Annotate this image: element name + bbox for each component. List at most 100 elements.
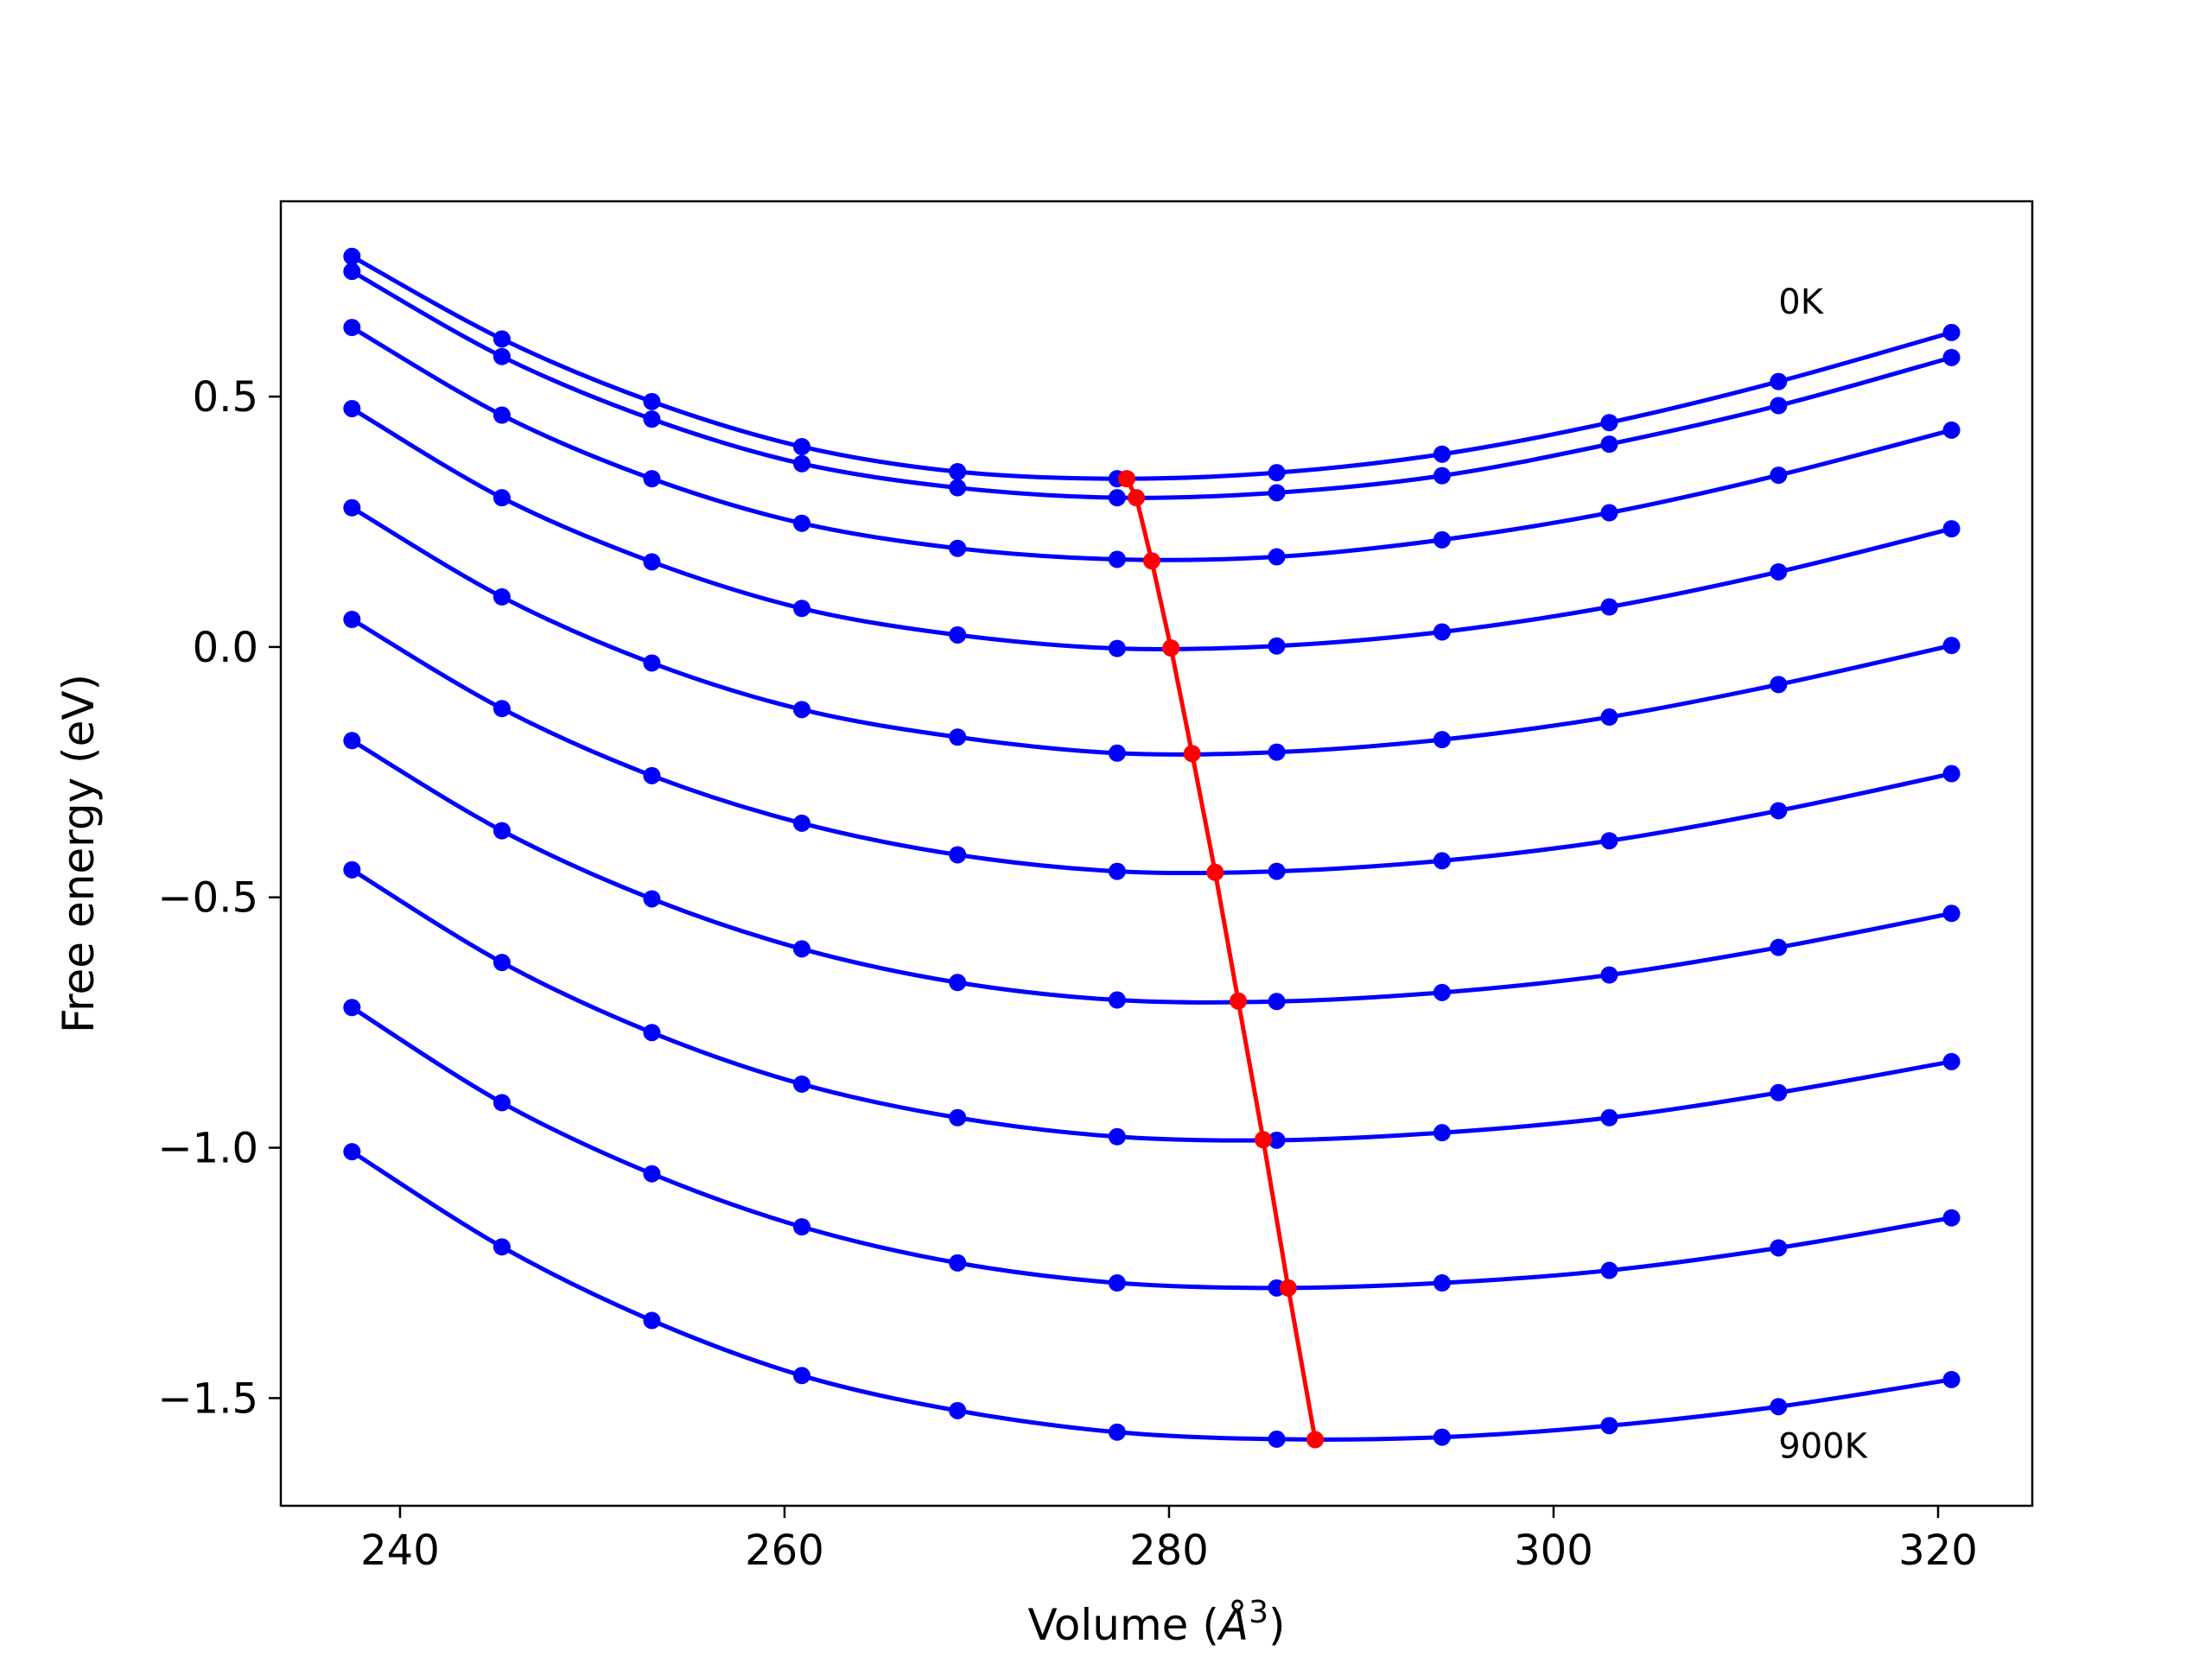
data-point-1-7 (1433, 467, 1451, 485)
series-line-5 (351, 617, 1953, 876)
data-point-0-3 (792, 438, 810, 456)
data-point-9-2 (643, 1311, 661, 1330)
y-tick-label-4: −1.5 (157, 1374, 258, 1423)
data-point-5-7 (1433, 852, 1451, 870)
data-point-9-1 (493, 1238, 511, 1256)
data-point-2-5 (1108, 550, 1126, 568)
data-point-6-0 (343, 732, 361, 750)
minimum-point-0 (1118, 470, 1136, 488)
data-point-6-10 (1942, 904, 1961, 923)
data-point-8-10 (1942, 1209, 1961, 1227)
data-point-2-7 (1433, 530, 1451, 549)
data-point-4-2 (643, 654, 661, 672)
data-point-1-0 (343, 263, 361, 281)
data-point-7-2 (643, 1024, 661, 1042)
data-point-3-3 (792, 600, 810, 618)
data-point-1-4 (949, 479, 967, 497)
data-point-9-3 (792, 1367, 810, 1385)
data-point-3-2 (643, 553, 661, 571)
data-point-8-4 (949, 1254, 967, 1272)
minimum-point-7 (1254, 1131, 1272, 1149)
y-axis-label: Free energy (eV) (54, 674, 104, 1033)
data-point-7-1 (493, 954, 511, 972)
data-point-1-5 (1108, 489, 1126, 507)
data-point-8-0 (343, 999, 361, 1017)
minimum-point-9 (1306, 1431, 1325, 1449)
marks-layer (343, 247, 1961, 1449)
data-point-6-9 (1770, 938, 1788, 956)
data-point-6-3 (792, 940, 810, 958)
data-point-2-2 (643, 470, 661, 488)
data-point-9-9 (1770, 1398, 1788, 1416)
data-point-0-10 (1942, 323, 1961, 341)
minimum-point-8 (1279, 1279, 1297, 1297)
series-line-1 (351, 269, 1953, 500)
data-point-7-4 (949, 1108, 967, 1127)
data-point-5-10 (1942, 765, 1961, 783)
data-point-8-3 (792, 1218, 810, 1236)
data-point-4-0 (343, 498, 361, 517)
data-point-7-5 (1108, 1127, 1126, 1146)
minimum-point-6 (1230, 992, 1248, 1010)
data-point-3-5 (1108, 639, 1126, 657)
data-point-1-2 (643, 410, 661, 428)
minimum-point-2 (1142, 552, 1160, 570)
minimum-line (1124, 478, 1318, 1440)
data-point-5-5 (1108, 862, 1126, 880)
data-point-3-7 (1433, 623, 1451, 641)
series-line-3 (351, 406, 1953, 652)
y-tick-label-1: 0.0 (193, 624, 258, 672)
data-point-3-1 (493, 489, 511, 507)
data-point-2-10 (1942, 421, 1961, 439)
data-point-0-6 (1268, 464, 1286, 482)
data-point-7-3 (792, 1075, 810, 1093)
y-tick-label-0: 0.5 (193, 373, 258, 422)
data-point-3-9 (1770, 562, 1788, 581)
data-point-6-5 (1108, 991, 1126, 1009)
data-point-9-7 (1433, 1428, 1451, 1446)
data-point-1-6 (1268, 484, 1286, 502)
data-point-8-5 (1108, 1274, 1126, 1292)
data-point-5-2 (643, 766, 661, 784)
series-line-0 (351, 254, 1953, 481)
data-point-0-9 (1770, 372, 1788, 390)
data-point-0-2 (643, 392, 661, 410)
data-point-2-3 (792, 514, 810, 532)
data-point-5-8 (1600, 832, 1618, 850)
series-line-4 (351, 505, 1953, 757)
data-point-6-2 (643, 890, 661, 908)
data-point-4-3 (792, 701, 810, 719)
data-point-5-9 (1770, 802, 1788, 820)
data-point-3-8 (1600, 598, 1618, 616)
x-tick-label-2: 280 (1129, 1527, 1209, 1575)
data-point-1-3 (792, 454, 810, 473)
data-point-9-4 (949, 1401, 967, 1419)
data-point-6-7 (1433, 983, 1451, 1001)
data-point-0-4 (949, 463, 967, 481)
data-point-2-9 (1770, 467, 1788, 485)
data-point-4-6 (1268, 743, 1286, 761)
y-tick-label-3: −1.0 (157, 1125, 258, 1173)
annotation-900k: 900K (1778, 1426, 1868, 1466)
data-point-4-5 (1108, 744, 1126, 762)
data-point-8-8 (1600, 1261, 1618, 1279)
data-point-3-6 (1268, 637, 1286, 655)
data-point-6-4 (949, 974, 967, 992)
data-point-0-0 (343, 247, 361, 265)
data-point-8-7 (1433, 1274, 1451, 1292)
data-point-9-10 (1942, 1370, 1961, 1388)
data-point-9-0 (343, 1143, 361, 1161)
minimum-point-4 (1183, 745, 1201, 763)
minimum-point-1 (1128, 489, 1146, 507)
series-line-9 (350, 1150, 1952, 1442)
axes-layer: 240 260 280 300 320 0.5 0.0 −0.5 −1.0 −1.5 (157, 373, 1977, 1575)
data-point-2-1 (493, 406, 511, 424)
x-tick-label-0: 240 (360, 1527, 440, 1575)
series-line-8 (350, 1006, 1952, 1291)
data-point-4-4 (949, 728, 967, 746)
minimum-point-5 (1206, 863, 1224, 881)
data-point-6-1 (493, 822, 511, 840)
data-point-9-8 (1600, 1417, 1618, 1435)
series-line-7 (351, 867, 1952, 1143)
